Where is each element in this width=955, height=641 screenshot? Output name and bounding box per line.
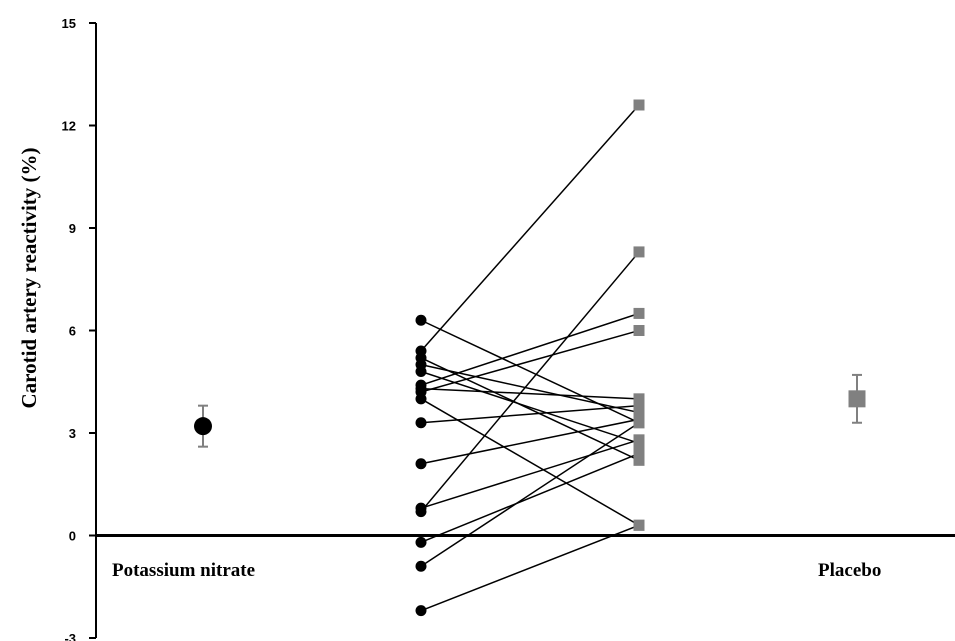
paired-line xyxy=(420,357,640,462)
y-tick-label: 3 xyxy=(69,426,76,441)
paired-line xyxy=(420,312,640,386)
paired-line xyxy=(420,418,640,465)
placebo-point xyxy=(633,448,645,459)
placebo-point xyxy=(633,325,645,336)
y-tick-label: 9 xyxy=(69,221,76,236)
y-tick-label: 12 xyxy=(62,119,76,134)
y-axis-title: Carotid artery reactivity (%) xyxy=(17,147,41,408)
nitrate-point xyxy=(415,605,427,617)
nitrate-point xyxy=(415,393,427,405)
nitrate-mean-marker xyxy=(194,417,212,436)
paired-line xyxy=(420,329,640,393)
paired-line xyxy=(420,439,640,509)
nitrate-point xyxy=(415,417,427,429)
y-tick-label: 15 xyxy=(62,16,76,31)
y-tick-label: 6 xyxy=(69,324,76,339)
placebo-point xyxy=(633,393,645,405)
placebo-point xyxy=(633,246,645,258)
placebo-point xyxy=(633,407,645,418)
nitrate-point xyxy=(415,458,427,470)
paired-line xyxy=(420,452,640,544)
paired-line xyxy=(420,387,640,400)
y-axis-ticks: -3 0 3 6 9 12 15 xyxy=(62,16,96,641)
placebo-point xyxy=(633,519,645,531)
y-tick-label: 0 xyxy=(69,529,76,544)
paired-line xyxy=(420,404,640,424)
paired-line xyxy=(420,398,640,526)
nitrate-point xyxy=(415,560,427,572)
placebo-point xyxy=(633,400,645,412)
paired-line xyxy=(420,319,640,424)
data-points xyxy=(415,99,645,617)
nitrate-point xyxy=(415,506,427,518)
paired-line xyxy=(420,422,640,567)
placebo-point xyxy=(633,454,645,466)
placebo-mean-marker xyxy=(848,390,866,408)
nitrate-point xyxy=(415,366,427,377)
paired-lines xyxy=(420,104,640,612)
paired-line xyxy=(420,370,640,444)
y-tick-label: -3 xyxy=(64,631,76,641)
category-label-placebo: Placebo xyxy=(818,560,881,581)
placebo-point xyxy=(633,307,645,319)
paired-line xyxy=(420,251,640,513)
paired-line xyxy=(420,524,640,612)
category-label-nitrate: Potassium nitrate xyxy=(112,560,255,581)
placebo-point xyxy=(633,99,645,111)
placebo-point xyxy=(633,434,645,446)
summary-markers xyxy=(194,373,866,448)
nitrate-point xyxy=(415,536,427,548)
axes xyxy=(95,23,955,638)
paired-line xyxy=(420,104,640,352)
nitrate-point xyxy=(415,314,427,326)
placebo-point xyxy=(633,417,645,429)
